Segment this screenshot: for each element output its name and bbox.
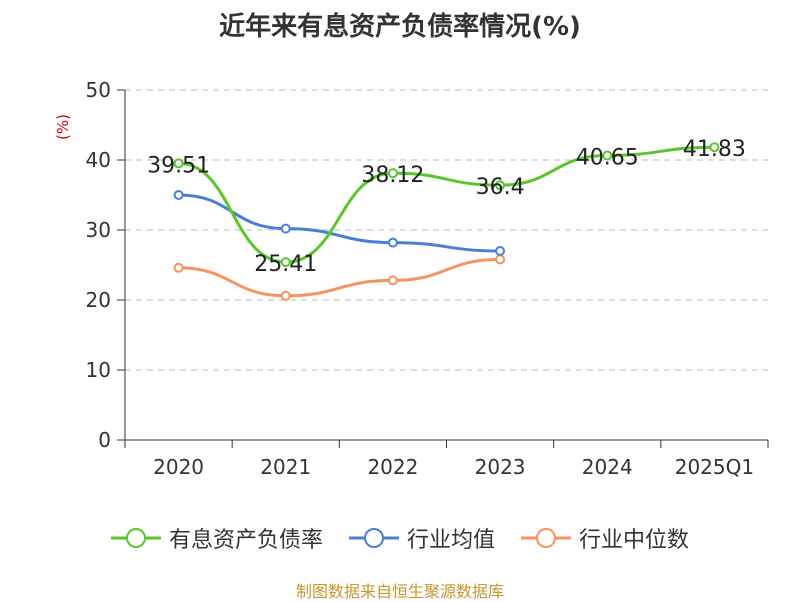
legend-item[interactable]: 行业中位数 <box>521 522 689 554</box>
legend-marker-icon <box>110 528 161 548</box>
data-point <box>495 254 506 265</box>
data-label: 41.83 <box>683 137 746 162</box>
data-point <box>387 275 398 286</box>
data-point <box>495 180 506 191</box>
legend-label: 行业均值 <box>406 528 495 553</box>
legend-marker-icon <box>348 528 399 548</box>
data-point <box>280 257 291 268</box>
legend-item[interactable]: 行业均值 <box>348 522 495 554</box>
y-tick-label: 0 <box>98 428 111 452</box>
legend-label: 有息资产负债率 <box>168 528 323 553</box>
data-point <box>280 223 291 234</box>
y-tick-label: 40 <box>86 148 111 172</box>
y-tick-label: 30 <box>86 218 111 242</box>
data-point <box>709 142 720 153</box>
y-tick-label: 10 <box>86 358 111 382</box>
data-label: 40.65 <box>576 145 639 170</box>
data-point <box>280 290 291 301</box>
x-tick-label: 2020 <box>153 455 204 479</box>
data-label: 38.12 <box>361 163 424 188</box>
x-tick-label: 2021 <box>260 455 311 479</box>
data-point <box>173 262 184 273</box>
legend-item[interactable]: 有息资产负债率 <box>110 522 323 554</box>
x-tick-label: 2025Q1 <box>675 455 754 479</box>
data-label: 25.41 <box>254 252 317 277</box>
data-point <box>387 168 398 179</box>
series-line <box>178 257 501 298</box>
data-point <box>173 158 184 169</box>
legend: 有息资产负债率 行业均值 行业中位数 <box>0 518 800 558</box>
axis-layer: 0 10 20 30 40 50 2020 2021 2022 2023 2024 2025Q1 <box>86 78 769 479</box>
x-tick-label: 2024 <box>582 455 633 479</box>
data-label-layer: 39.51 25.41 38.12 36.4 40.65 41.83 <box>147 137 746 277</box>
data-point <box>173 190 184 200</box>
data-label: 39.51 <box>147 153 210 178</box>
x-tick-label: 2022 <box>367 455 418 479</box>
legend-marker-icon <box>521 528 571 548</box>
data-point <box>495 246 506 256</box>
chart-title: 近年来有息资产负债率情况(%) <box>219 12 581 42</box>
legend-label: 行业中位数 <box>579 528 690 553</box>
data-point <box>602 150 613 161</box>
grid-layer <box>125 89 768 371</box>
y-axis-label: (%) <box>54 114 72 140</box>
series-layer <box>173 142 720 301</box>
data-point <box>387 237 398 248</box>
y-tick-label: 20 <box>86 288 111 312</box>
footer-source: 制图数据来自恒生聚源数据库 <box>295 582 504 601</box>
data-label: 36.4 <box>476 175 525 200</box>
y-tick-label: 50 <box>86 78 111 102</box>
x-tick-label: 2023 <box>475 455 526 479</box>
